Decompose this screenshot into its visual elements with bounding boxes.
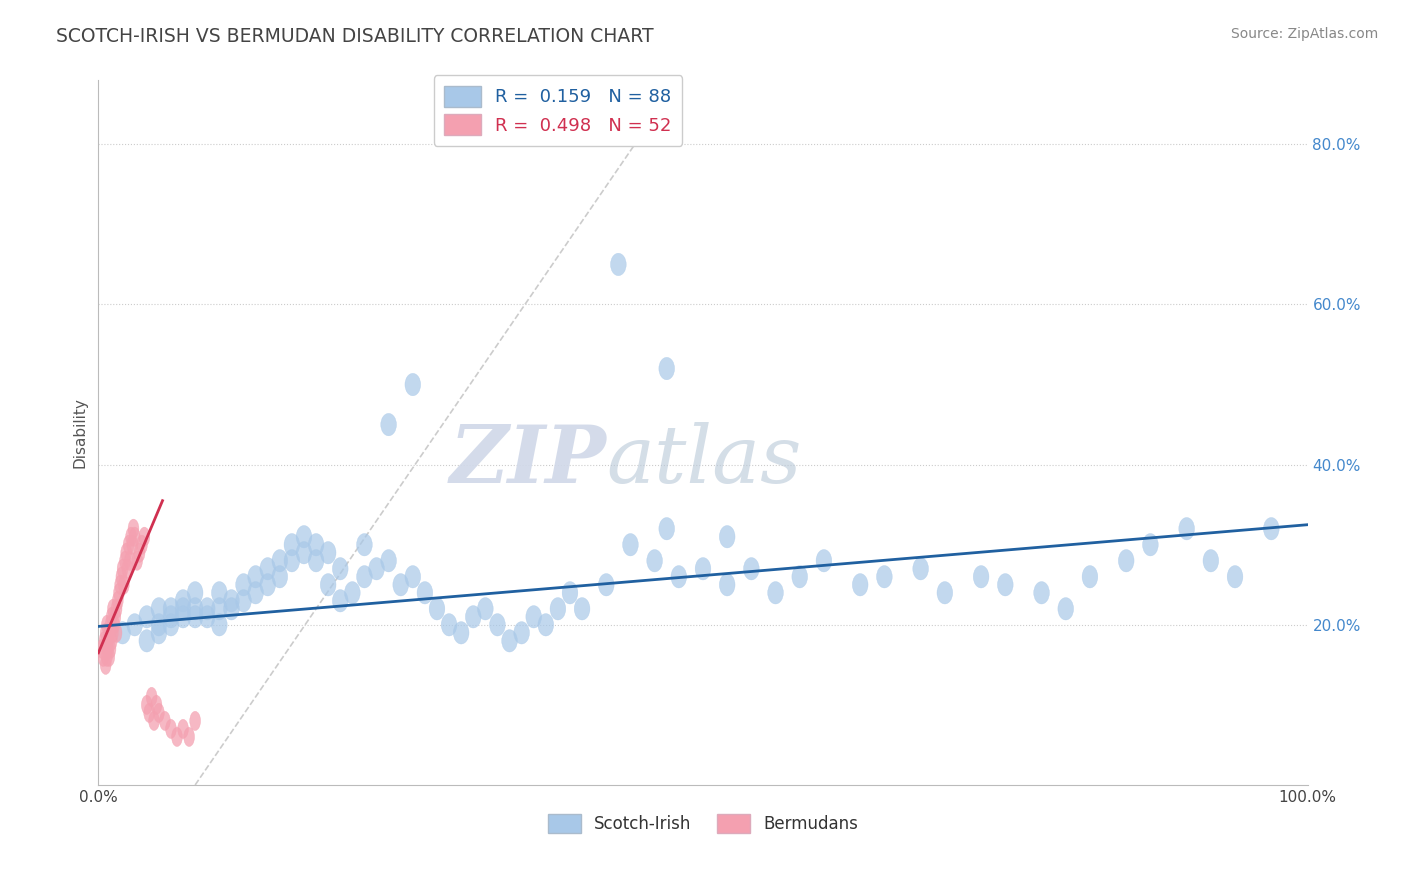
Text: Source: ZipAtlas.com: Source: ZipAtlas.com	[1230, 27, 1378, 41]
Text: ZIP: ZIP	[450, 422, 606, 500]
Text: atlas: atlas	[606, 422, 801, 500]
Y-axis label: Disability: Disability	[72, 397, 87, 468]
Legend: Scotch-Irish, Bermudans: Scotch-Irish, Bermudans	[541, 807, 865, 840]
Text: SCOTCH-IRISH VS BERMUDAN DISABILITY CORRELATION CHART: SCOTCH-IRISH VS BERMUDAN DISABILITY CORR…	[56, 27, 654, 45]
